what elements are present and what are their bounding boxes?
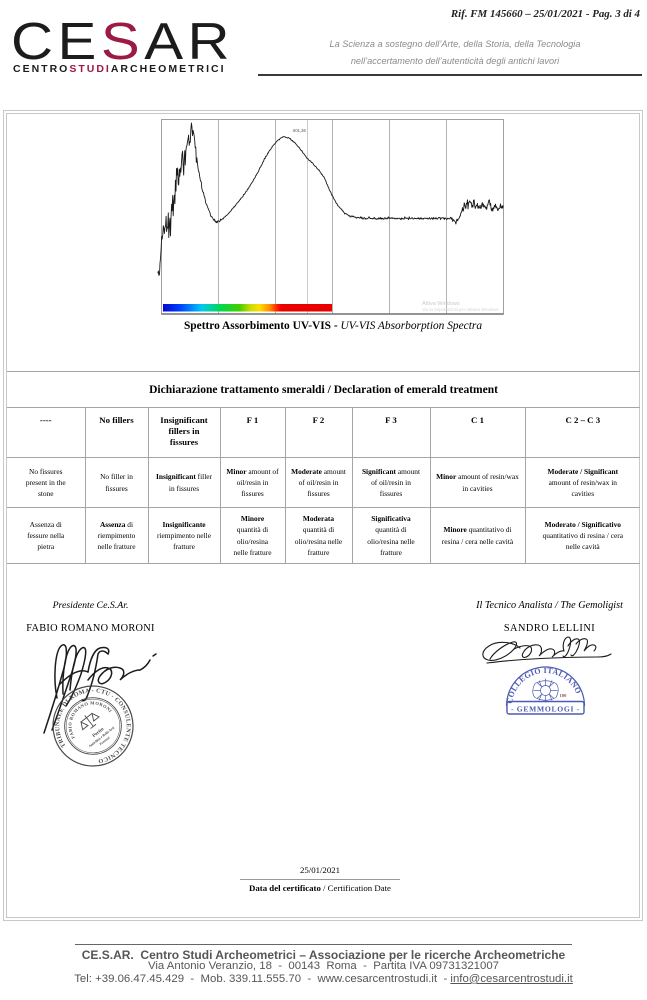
- svg-text:Preziosi: Preziosi: [99, 736, 111, 746]
- svg-text:601,36: 601,36: [293, 128, 306, 133]
- svg-text:- GEMMOLOGI -: - GEMMOLOGI -: [511, 704, 580, 713]
- svg-text:Attiva Windows: Attiva Windows: [422, 301, 460, 307]
- svg-text:100: 100: [560, 693, 568, 698]
- svg-text:Vai su Impostazioni per attiva: Vai su Impostazioni per attivare Windows…: [422, 307, 499, 312]
- svg-text:COLLEGIO ITALIANO: COLLEGIO ITALIANO: [505, 666, 583, 704]
